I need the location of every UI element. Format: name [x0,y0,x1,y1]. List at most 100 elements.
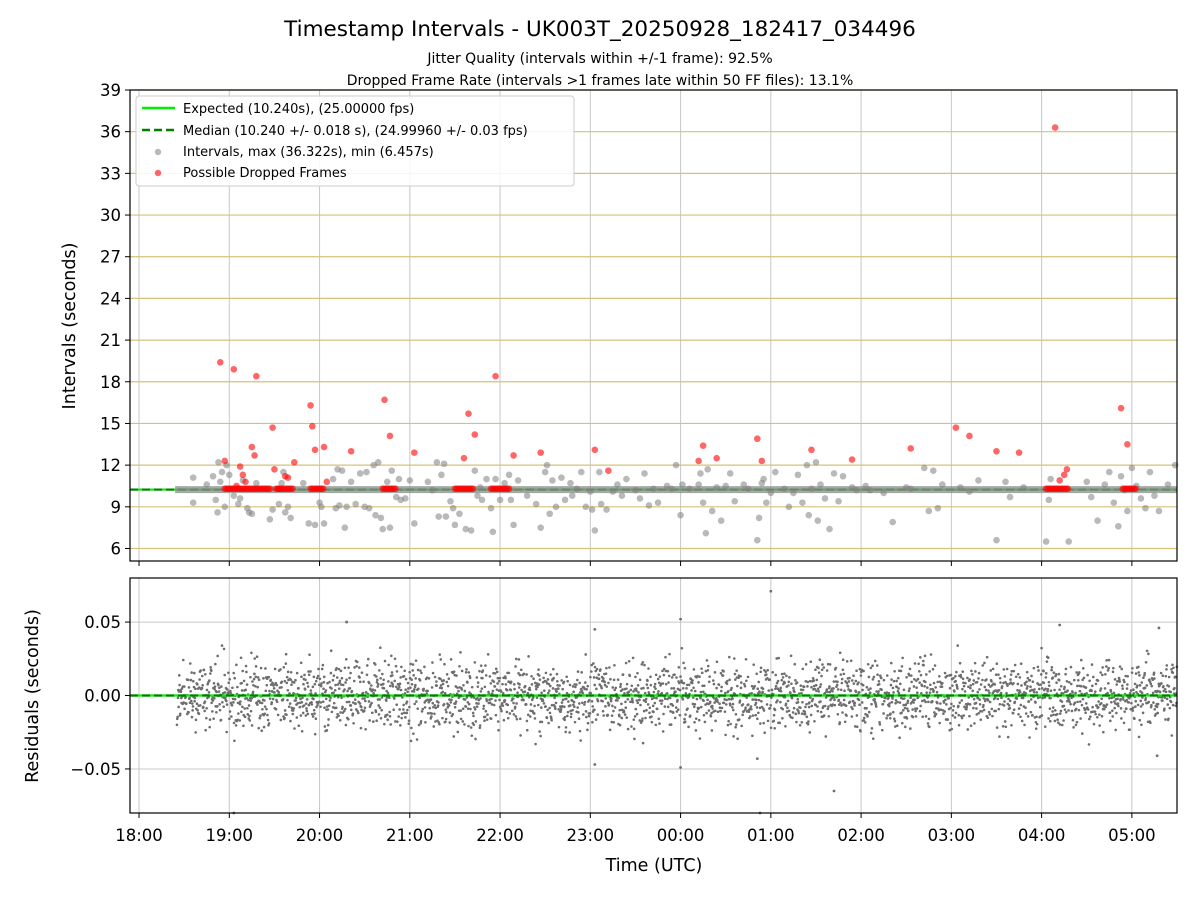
interval-point [1101,481,1109,488]
residual-point [398,685,401,689]
interval-point [462,525,470,533]
residual-point [663,697,667,701]
dropped-frame-point [253,372,260,380]
interval-point [803,461,811,469]
residual-point [882,678,886,682]
residual-point [963,690,967,693]
residual-point [228,678,231,681]
dropped-frame-point [221,457,229,465]
residual-point [408,705,411,709]
residual-point [987,689,990,692]
residual-point [1106,669,1110,672]
residual-point [702,684,706,688]
residual-point [1060,723,1064,727]
residual-point [1112,666,1115,670]
residual-point [975,707,978,710]
residual-point [904,703,908,706]
residual-point [240,689,244,692]
residual-point [660,699,664,702]
interval-point [438,471,445,479]
residual-point [581,691,584,695]
interval-point [641,470,648,477]
residual-point [690,689,693,692]
residual-point [193,696,197,700]
residual-point [510,709,514,713]
residual-point [1042,681,1046,685]
residual-point [859,670,863,674]
residual-point [475,702,478,705]
residual-point [610,720,614,724]
residual-point [604,705,607,708]
residual-point [489,682,493,685]
interval-point [532,500,540,508]
residual-point [240,681,244,685]
residual-point [799,706,802,710]
interval-point [214,509,221,516]
residual-point [676,698,679,702]
residual-point [1163,687,1167,691]
residual-point [546,708,549,712]
residual-point [632,727,636,731]
residual-point [409,739,413,743]
residual-point [704,669,708,673]
residual-point [463,723,466,726]
interval-point [483,475,490,483]
residual-point [363,699,367,703]
residual-point [233,697,237,701]
residual-point [294,678,297,682]
residual-point [668,696,672,700]
residual-point [609,699,613,703]
residual-point [219,718,223,722]
residual-point [504,683,508,686]
residual-point [435,684,439,687]
residual-point [386,691,390,695]
residual-point [441,716,444,720]
residual-point [787,680,791,684]
residual-point [727,655,731,659]
residual-point [273,667,277,671]
residual-point [867,688,870,692]
residual-point [634,675,637,679]
interval-point [814,517,822,525]
interval-point [221,503,229,511]
residual-point [1160,682,1163,685]
residual-point [967,696,971,699]
residual-point [386,713,389,717]
residual-point [1147,652,1150,656]
interval-point [839,472,847,480]
residual-point [584,653,587,656]
residual-point [1113,706,1116,710]
residual-point [449,701,453,704]
residual-point [557,687,560,690]
residual-point [561,704,564,708]
residual-point [622,710,626,714]
interval-point [1047,475,1054,483]
residual-point [958,701,962,704]
dropped-frame-point [309,422,316,430]
residual-point [759,722,762,725]
residual-point [889,712,892,716]
residual-point [387,680,390,683]
residual-point [355,660,359,664]
residual-point [433,675,437,679]
residual-point [388,714,392,718]
residual-point [311,715,315,718]
residual-point [1128,692,1132,695]
residual-point [464,705,468,708]
residual-point [640,663,644,666]
residual-point [936,701,939,705]
residual-point [988,713,992,716]
residual-point [281,698,285,701]
residual-point [221,700,224,704]
residual-point [745,679,748,683]
residual-point [868,691,872,695]
residual-point [774,684,778,688]
residual-point [807,705,811,709]
residual-point [570,712,573,716]
residual-point [1042,669,1045,673]
residual-point [253,657,257,660]
residual-point [727,697,731,701]
residual-point [497,679,501,683]
residual-point [625,687,628,690]
residual-point [462,683,465,687]
